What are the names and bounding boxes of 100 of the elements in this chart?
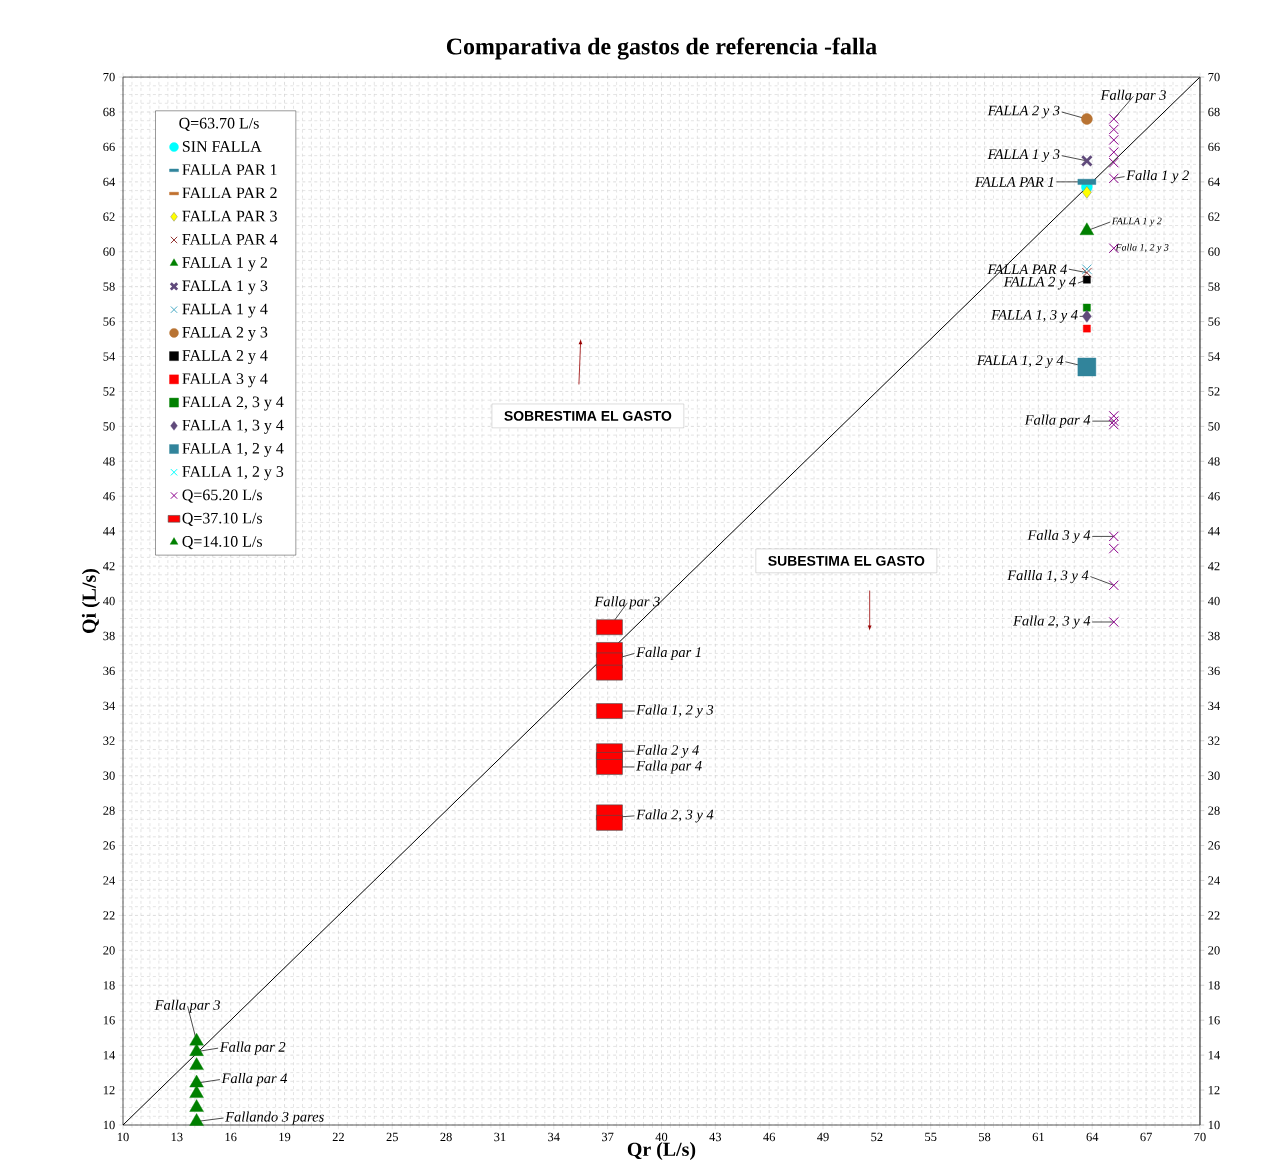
y-tick-label: 22 bbox=[103, 911, 115, 920]
annotation: Falla 1 y 2 bbox=[1126, 170, 1189, 184]
legend-label: FALLA 3 y 4 bbox=[182, 373, 268, 388]
annotation: FALLA 1 y 2 bbox=[1111, 217, 1162, 227]
y-tick-label: 34 bbox=[103, 701, 116, 711]
y2-tick-label: 58 bbox=[1208, 282, 1220, 291]
y-tick-label: 24 bbox=[103, 876, 116, 885]
y-tick-label: 56 bbox=[103, 317, 115, 326]
y2-tick-label: 16 bbox=[1208, 1016, 1220, 1025]
y2-tick-label: 34 bbox=[1208, 701, 1220, 711]
y2-tick-label: 14 bbox=[1208, 1051, 1220, 1060]
y-tick-label: 10 bbox=[103, 1120, 115, 1130]
legend-label: FALLA PAR 2 bbox=[182, 187, 277, 199]
x-tick-label: 28 bbox=[440, 1132, 452, 1142]
annotation: Falla par 3 bbox=[1100, 89, 1166, 103]
x-tick-label: 67 bbox=[1140, 1132, 1152, 1142]
y2-tick-label: 64 bbox=[1208, 177, 1220, 187]
legend-label: FALLA 1 y 2 bbox=[182, 257, 268, 272]
annotation: Fallla 1, 3 y 4 bbox=[1007, 570, 1089, 584]
x-tick-label: 10 bbox=[117, 1132, 129, 1142]
legend-label: Q=65.20 L/s bbox=[182, 489, 262, 503]
legend-label: FALLA PAR 1 bbox=[182, 164, 277, 175]
y2-tick-label: 44 bbox=[1207, 527, 1220, 536]
legend-label: FALLA 2, 3 y 4 bbox=[182, 396, 284, 411]
annotation: FALLA 2 y 4 bbox=[1003, 276, 1076, 290]
annotation: FALLA 1, 2 y 4 bbox=[976, 355, 1064, 369]
x-tick-label: 16 bbox=[225, 1132, 237, 1142]
y-tick-label: 42 bbox=[103, 561, 115, 571]
y2-tick-label: 68 bbox=[1208, 107, 1220, 117]
x-tick-label: 25 bbox=[386, 1132, 398, 1142]
y2-tick-label: 62 bbox=[1208, 212, 1220, 221]
x-tick-label: 22 bbox=[332, 1132, 344, 1142]
annotation: Falla 2 y 4 bbox=[636, 744, 699, 758]
y2-tick-label: 30 bbox=[1208, 771, 1220, 780]
y2-tick-label: 20 bbox=[1208, 946, 1220, 955]
legend-label: SIN FALLA bbox=[182, 141, 262, 152]
legend-title: Q=63.70 L/s bbox=[179, 117, 259, 131]
annotation: FALLA 2 y 3 bbox=[987, 105, 1060, 119]
x-tick-label: 13 bbox=[171, 1132, 183, 1142]
x-tick-label: 34 bbox=[548, 1132, 560, 1142]
annotation: Falla par 4 bbox=[221, 1073, 288, 1087]
y-tick-label: 66 bbox=[103, 142, 115, 152]
y-tick-label: 36 bbox=[103, 666, 115, 676]
y-axis-title: Qi (L/s) bbox=[81, 568, 100, 633]
legend-label: FALLA 2 y 3 bbox=[182, 326, 268, 341]
y-tick-label: 32 bbox=[103, 736, 115, 745]
y-tick-label: 46 bbox=[103, 492, 115, 501]
legend-label: FALLA 1, 2 y 3 bbox=[182, 466, 284, 481]
y-tick-label: 58 bbox=[103, 282, 115, 291]
y-tick-label: 52 bbox=[103, 387, 115, 396]
annotation: Falla par 4 bbox=[1024, 414, 1091, 428]
y2-tick-label: 56 bbox=[1208, 317, 1220, 326]
x-tick-label: 19 bbox=[279, 1132, 291, 1142]
annotation: Falla 2, 3 y 4 bbox=[636, 809, 714, 823]
annotation: SOBRESTIMA EL GASTO bbox=[504, 410, 672, 421]
legend-label: FALLA PAR 4 bbox=[182, 233, 278, 245]
y-tick-label: 16 bbox=[103, 1016, 115, 1025]
y2-tick-label: 50 bbox=[1208, 422, 1220, 431]
annotation: SUBESTIMA EL GASTO bbox=[768, 555, 925, 566]
x-tick-label: 55 bbox=[925, 1132, 937, 1142]
y2-tick-label: 26 bbox=[1208, 841, 1220, 850]
y2-tick-label: 32 bbox=[1208, 736, 1220, 745]
y-tick-label: 54 bbox=[103, 352, 116, 361]
legend-label: FALLA 1 y 3 bbox=[182, 280, 268, 295]
y2-tick-label: 40 bbox=[1207, 596, 1220, 606]
y2-tick-label: 28 bbox=[1208, 806, 1220, 815]
x-tick-label: 43 bbox=[709, 1132, 722, 1142]
x-tick-label: 61 bbox=[1032, 1132, 1044, 1142]
y2-tick-label: 48 bbox=[1207, 457, 1220, 466]
annotation: FALLA PAR 1 bbox=[974, 177, 1054, 187]
y-tick-label: 26 bbox=[103, 841, 115, 850]
legend-label: FALLA 2 y 4 bbox=[182, 350, 268, 365]
y2-tick-label: 24 bbox=[1208, 876, 1220, 885]
y-tick-label: 48 bbox=[103, 457, 115, 466]
annotation: Falla par 4 bbox=[636, 760, 702, 774]
x-tick-label: 40 bbox=[655, 1132, 668, 1142]
y-tick-label: 14 bbox=[103, 1051, 116, 1060]
legend-label: Q=37.10 L/s bbox=[182, 512, 262, 526]
y2-tick-label: 38 bbox=[1208, 631, 1220, 641]
annotation: Falla 1, 2 y 3 bbox=[636, 704, 714, 718]
legend-label: FALLA 1, 2 y 4 bbox=[182, 443, 284, 458]
annotation: FALLA 1, 3 y 4 bbox=[991, 310, 1078, 323]
y2-tick-label: 36 bbox=[1208, 666, 1220, 676]
legend-label: Q=14.10 L/s bbox=[182, 536, 262, 550]
y-tick-label: 18 bbox=[103, 981, 115, 990]
y-tick-label: 12 bbox=[103, 1085, 115, 1095]
y2-tick-label: 54 bbox=[1208, 352, 1220, 361]
legend-label: FALLA PAR 3 bbox=[182, 210, 277, 222]
y-tick-label: 60 bbox=[103, 247, 115, 256]
x-tick-label: 52 bbox=[871, 1132, 883, 1142]
y-tick-label: 20 bbox=[103, 946, 115, 955]
y-tick-label: 64 bbox=[103, 177, 116, 187]
legend-label: FALLA 1, 3 y 4 bbox=[182, 419, 284, 434]
y2-tick-label: 10 bbox=[1208, 1120, 1220, 1130]
annotation: Falla par 2 bbox=[219, 1041, 286, 1055]
y-tick-label: 40 bbox=[103, 596, 115, 606]
y-tick-label: 50 bbox=[103, 422, 115, 431]
annotation: Falla 2, 3 y 4 bbox=[1013, 615, 1091, 629]
x-tick-label: 58 bbox=[979, 1132, 991, 1142]
y2-tick-label: 12 bbox=[1208, 1085, 1220, 1095]
